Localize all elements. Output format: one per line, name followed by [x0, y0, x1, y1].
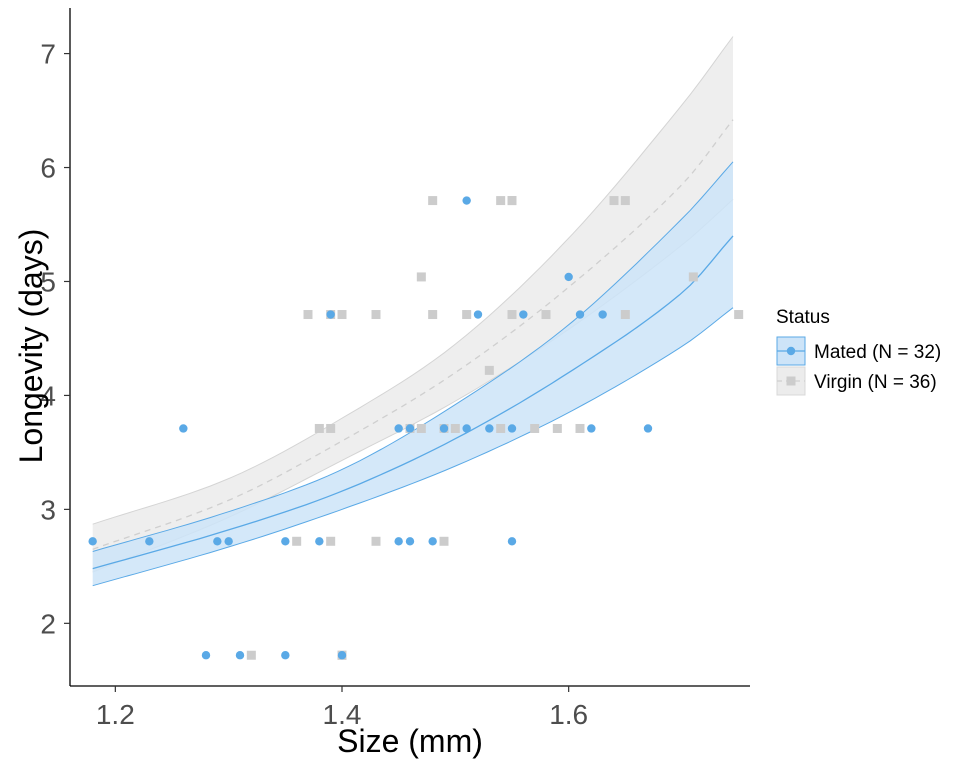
data-point-mated [235, 651, 245, 660]
data-point-virgin [246, 650, 256, 660]
y-tick-label: 2 [40, 608, 56, 639]
data-point-virgin [439, 536, 449, 546]
data-point-virgin [371, 536, 381, 546]
x-axis-title: Size (mm) [337, 723, 483, 759]
data-point-virgin [496, 423, 506, 433]
data-point-mated [326, 310, 335, 319]
data-point-mated [315, 537, 324, 546]
band-upper-edge [92, 36, 734, 525]
data-points [88, 196, 744, 660]
data-point-mated [145, 537, 154, 546]
legend-entries: Mated (N = 32) Virgin (N = 36) [776, 336, 941, 396]
band-lower-edge [92, 307, 734, 587]
data-point-virgin [428, 196, 438, 206]
data-point-virgin [450, 423, 460, 433]
data-point-mated [462, 424, 471, 433]
data-point-virgin [484, 365, 494, 375]
data-point-virgin [326, 536, 336, 546]
data-point-mated [201, 651, 211, 660]
y-tick-label: 7 [40, 39, 56, 70]
data-point-mated [213, 537, 222, 546]
data-point-virgin [462, 310, 472, 320]
data-point-mated [439, 424, 449, 433]
data-point-virgin [575, 423, 585, 433]
data-point-virgin [734, 310, 744, 320]
y-tick-label: 3 [40, 494, 56, 525]
data-point-mated [587, 424, 596, 433]
confidence-band-virgin [92, 36, 733, 573]
confidence-band-mated [92, 161, 733, 586]
data-point-virgin [530, 423, 540, 433]
data-point-mated [643, 424, 653, 433]
legend-label: Mated (N = 32) [814, 342, 941, 363]
fit-line-mated [92, 235, 734, 570]
legend-key-virgin [776, 366, 806, 396]
fit-lines [92, 119, 734, 570]
data-point-mated [428, 537, 437, 546]
data-point-virgin [552, 423, 562, 433]
legend-key-mated [776, 336, 806, 366]
data-point-virgin [428, 310, 438, 320]
data-point-mated [507, 537, 517, 546]
x-tick-label: 1.6 [549, 699, 588, 730]
data-point-mated [473, 310, 483, 319]
data-point-mated [507, 424, 517, 433]
y-tick-label: 4 [40, 380, 56, 411]
data-point-virgin [326, 423, 336, 433]
data-point-virgin [620, 196, 630, 206]
data-point-mated [564, 272, 573, 282]
data-point-virgin [609, 196, 619, 206]
data-point-virgin [371, 310, 381, 320]
data-point-mated [281, 537, 290, 546]
data-point-virgin [337, 310, 347, 320]
data-point-virgin [507, 196, 517, 206]
data-point-mated [281, 651, 290, 660]
data-point-mated [598, 310, 607, 319]
axes [69, 8, 750, 687]
data-point-mated [337, 651, 347, 660]
data-point-virgin [416, 272, 426, 282]
data-point-virgin [416, 423, 426, 433]
data-point-virgin [688, 272, 698, 282]
data-point-mated [394, 424, 403, 433]
data-point-virgin [541, 310, 551, 320]
data-point-mated [519, 310, 528, 319]
data-point-virgin [292, 536, 302, 546]
data-point-mated [575, 310, 585, 319]
data-point-mated [405, 424, 415, 433]
data-point-virgin [314, 423, 324, 433]
confidence-bands [92, 36, 734, 587]
y-axis-title: Longevity (days) [13, 229, 49, 464]
data-point-mated [224, 537, 233, 546]
fit-line-virgin [92, 119, 734, 550]
data-point-mated [462, 196, 471, 205]
data-point-mated [88, 537, 97, 546]
legend-label: Virgin (N = 36) [814, 372, 937, 393]
data-point-virgin [507, 310, 517, 320]
data-point-mated [394, 537, 403, 546]
data-point-virgin [620, 310, 630, 320]
data-point-virgin [303, 310, 313, 320]
data-point-mated [485, 424, 494, 433]
y-tick-label: 6 [40, 153, 56, 184]
legend-title: Status [776, 307, 830, 328]
x-tick-label: 1.4 [323, 699, 362, 730]
x-ticks: 1.2 1.4 1.6 [96, 686, 588, 730]
legend: Status Mated (N = 32) Virgin (N = 36) [776, 307, 941, 396]
y-ticks: 2 3 4 5 6 7 [40, 39, 70, 639]
data-point-virgin [496, 196, 506, 206]
data-point-mated [405, 537, 415, 546]
data-point-mated [179, 424, 188, 433]
y-tick-label: 5 [40, 266, 56, 297]
x-tick-label: 1.2 [96, 699, 135, 730]
